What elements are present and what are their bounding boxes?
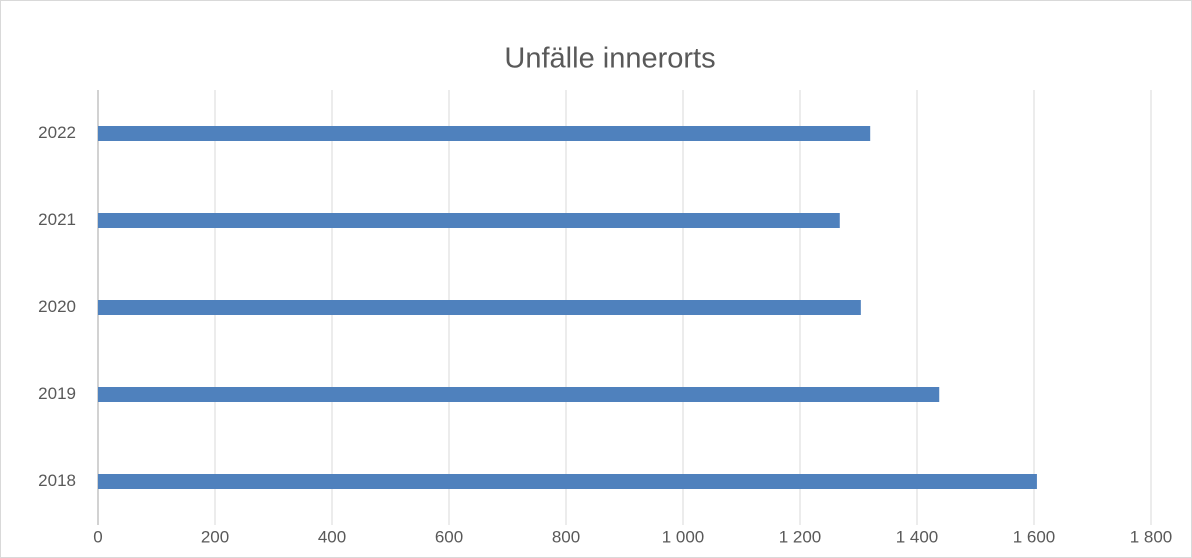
x-tick-label: 1 800 [1130,527,1173,546]
x-tick-label: 400 [318,527,346,546]
y-tick-label: 2019 [38,384,76,403]
y-tick-label: 2020 [38,297,76,316]
x-tick-label: 1 200 [779,527,822,546]
bar [98,300,861,315]
x-tick-label: 1 400 [896,527,939,546]
y-tick-label: 2018 [38,471,76,490]
bar [98,474,1037,489]
x-tick-label: 1 000 [662,527,705,546]
y-tick-label: 2022 [38,123,76,142]
x-tick-label: 800 [552,527,580,546]
chart-title: Unfälle innerorts [504,43,715,75]
x-tick-label: 600 [435,527,463,546]
x-tick-label: 200 [201,527,229,546]
bar [98,213,840,228]
y-tick-label: 2021 [38,210,76,229]
bar [98,126,871,141]
bar [98,387,940,402]
x-tick-label: 1 600 [1013,527,1056,546]
x-tick-label: 0 [93,527,102,546]
